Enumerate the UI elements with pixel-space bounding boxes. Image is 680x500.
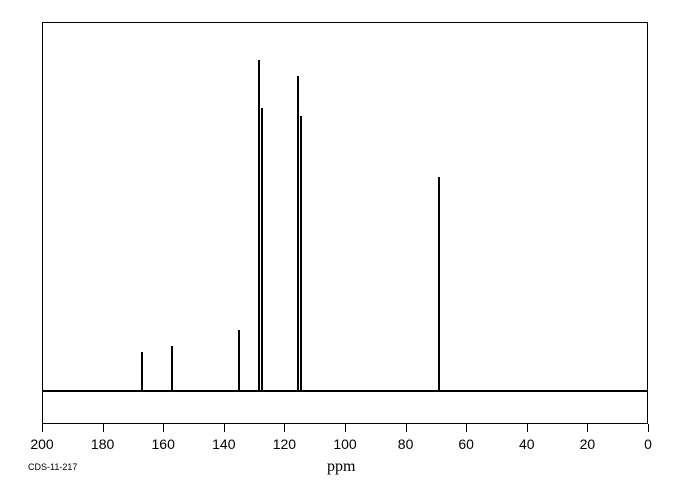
x-tick bbox=[648, 424, 649, 432]
x-tick bbox=[103, 424, 104, 432]
x-tick-label: 140 bbox=[212, 436, 235, 452]
peak bbox=[141, 352, 143, 390]
x-tick-label: 0 bbox=[644, 436, 652, 452]
x-tick bbox=[224, 424, 225, 432]
x-tick-label: 80 bbox=[398, 436, 414, 452]
x-axis-label: ppm bbox=[327, 458, 355, 476]
peak bbox=[300, 116, 302, 389]
x-tick bbox=[163, 424, 164, 432]
peak bbox=[238, 330, 240, 390]
caption: CDS-11-217 bbox=[28, 462, 77, 472]
x-tick-label: 200 bbox=[30, 436, 53, 452]
peak bbox=[171, 346, 173, 390]
x-tick-label: 180 bbox=[91, 436, 114, 452]
peak bbox=[261, 108, 263, 389]
x-tick-label: 120 bbox=[273, 436, 296, 452]
peak bbox=[438, 177, 440, 390]
x-tick-label: 60 bbox=[458, 436, 474, 452]
peak bbox=[297, 76, 299, 390]
x-tick bbox=[466, 424, 467, 432]
x-tick bbox=[284, 424, 285, 432]
baseline bbox=[43, 390, 647, 392]
x-tick bbox=[527, 424, 528, 432]
x-tick-label: 100 bbox=[333, 436, 356, 452]
plot-frame bbox=[42, 22, 648, 424]
x-tick-label: 160 bbox=[152, 436, 175, 452]
x-tick bbox=[42, 424, 43, 432]
x-tick-label: 40 bbox=[519, 436, 535, 452]
x-tick bbox=[345, 424, 346, 432]
x-tick bbox=[406, 424, 407, 432]
x-tick-label: 20 bbox=[580, 436, 596, 452]
x-tick bbox=[587, 424, 588, 432]
peak bbox=[258, 60, 260, 390]
